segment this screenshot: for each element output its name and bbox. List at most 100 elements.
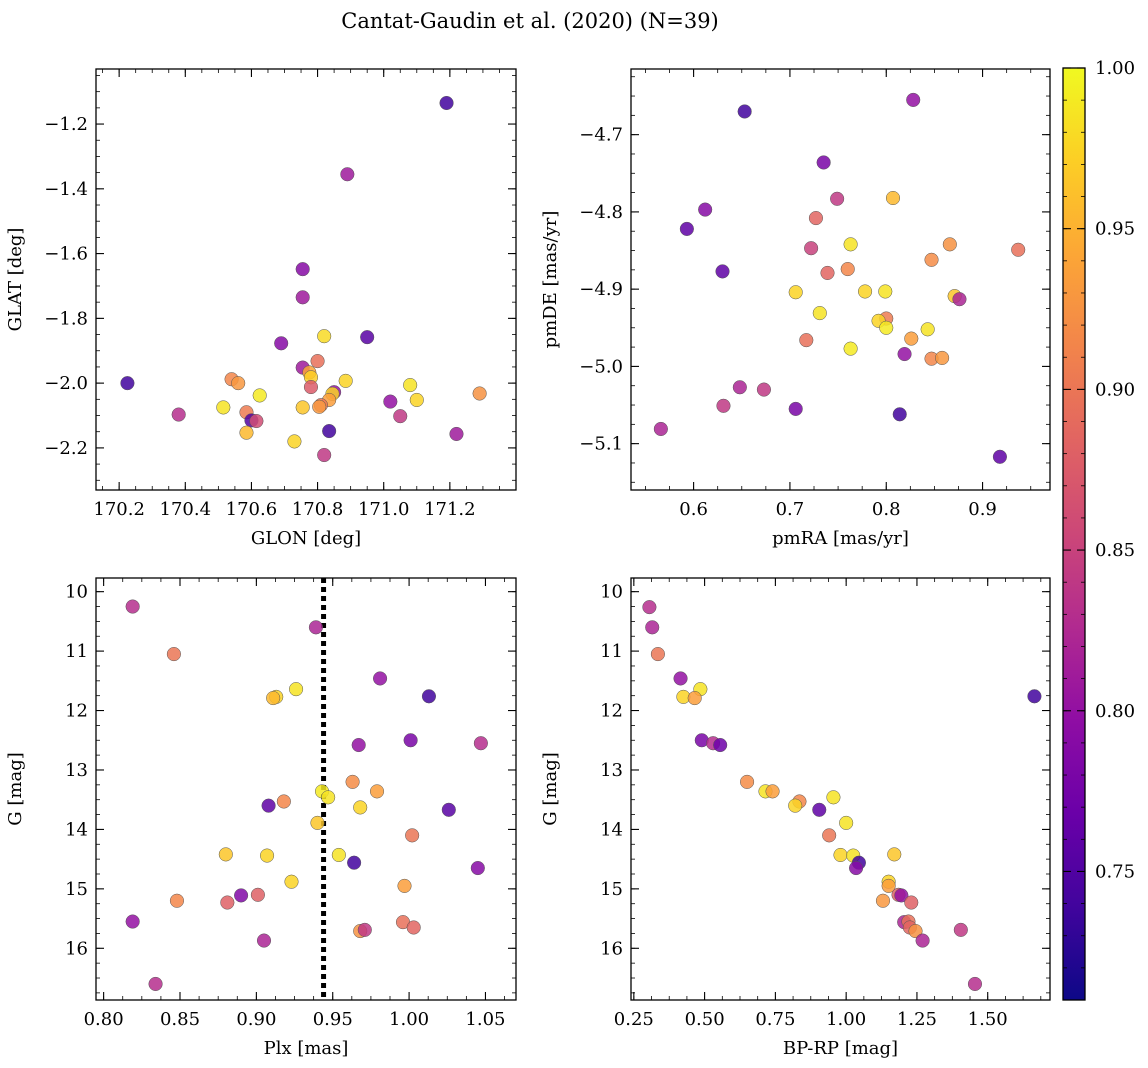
scatter-point: [833, 847, 848, 863]
x-tick-label: 0.95: [313, 1009, 353, 1030]
scatter-point: [393, 409, 408, 424]
y-tick-label: 13: [65, 760, 88, 781]
scatter-point: [303, 379, 319, 395]
scatter-point: [403, 733, 418, 748]
scatter-point: [881, 878, 896, 893]
scatter-point: [266, 691, 281, 706]
colorbar-tick-label: 1.00: [1095, 58, 1135, 79]
scatter-point: [239, 425, 254, 440]
x-tick-label: 0.80: [84, 1009, 124, 1030]
scatter-point: [1027, 689, 1042, 704]
scatter-point: [373, 671, 388, 686]
x-tick-label: 170.8: [292, 499, 344, 520]
x-tick-label: 171.0: [358, 499, 410, 520]
axes-frame: [95, 577, 517, 1001]
y-tick-label: −1.6: [44, 244, 88, 265]
scatter-point: [820, 265, 835, 280]
colorbar-tick-label: 0.95: [1095, 219, 1135, 240]
scatter-point: [673, 671, 688, 686]
scatter-point: [120, 376, 135, 391]
scatter-point: [642, 600, 657, 615]
scatter-point: [256, 933, 272, 948]
scatter-point: [369, 784, 385, 799]
scatter-point: [360, 330, 375, 345]
scatter-point: [403, 378, 418, 393]
scatter-point: [908, 924, 923, 939]
y-tick-label: −1.8: [44, 308, 88, 329]
colorbar: 0.75 0.80 0.85 0.90 0.95 1.00: [1062, 58, 1135, 1001]
scatter-point: [310, 354, 325, 369]
scatter-point: [250, 887, 265, 902]
colorbar-tick-label: 0.85: [1095, 540, 1135, 561]
scatter-point: [249, 413, 264, 429]
y-tick-label: 11: [65, 641, 88, 662]
x-tick-label: 0.50: [685, 1009, 725, 1030]
scatter-point: [915, 933, 930, 948]
scatter-point: [885, 190, 901, 206]
y-tick-label: 12: [600, 701, 623, 722]
scatter-point: [331, 847, 346, 863]
scatter-point: [713, 737, 728, 753]
scatter-point: [849, 861, 864, 876]
y-tick-label: 10: [65, 582, 88, 603]
scatter-point: [472, 386, 487, 401]
y-tick-label: 16: [600, 938, 623, 959]
x-tick-label: 170.6: [226, 499, 278, 520]
scatter-point: [347, 855, 362, 870]
y-tick-label: −1.4: [44, 179, 88, 200]
scatter-point: [645, 620, 660, 635]
scatter-point: [473, 736, 488, 751]
axes-frame: [95, 68, 517, 491]
y-tick-label: 14: [600, 819, 623, 840]
y-tick-label: −1.2: [44, 114, 88, 135]
scatter-panels: 170.2 170.4 170.6 170.8 171.0 171.2 −2.2 −2.0 −1…: [5, 68, 1051, 1059]
scatter-point: [439, 95, 454, 111]
x-tick-label: 0.90: [236, 1009, 276, 1030]
scatter-point: [218, 847, 233, 862]
x-tick-label: 0.6: [679, 499, 708, 520]
scatter-point: [421, 689, 436, 704]
scatter-point: [732, 380, 747, 395]
scatter-point: [822, 828, 837, 843]
y-tick-label: 15: [600, 879, 623, 900]
y-tick-label: −5.0: [579, 356, 623, 377]
scatter-panel-1: 170.2 170.4 170.6 170.8 171.0 171.2 −2.2 −2.0 −1…: [5, 68, 517, 549]
x-tick-label: 1.50: [968, 1009, 1008, 1030]
scatter-point: [409, 392, 424, 408]
x-axis-label: pmRA [mas/yr]: [772, 528, 909, 549]
scatter-panel-4: 0.25 0.50 0.75 1.00 1.25 1.50 10 11 12 13 14 15 16 BP…: [540, 577, 1051, 1059]
scatter-point: [756, 382, 771, 397]
scatter-point: [321, 790, 336, 805]
scatter-point: [894, 888, 909, 903]
scatter-point: [441, 802, 456, 817]
y-tick-label: −4.9: [579, 279, 623, 300]
scatter-panel-3: 0.80 0.85 0.90 0.95 1.00 1.05 10 11 12 13 14 15 16 Pl…: [5, 577, 517, 1059]
scatter-point: [992, 449, 1007, 464]
scatter-point: [826, 790, 841, 805]
colorbar-tick-label: 0.75: [1095, 861, 1135, 882]
x-tick-label: 0.8: [872, 499, 901, 520]
colorbar-tick-label: 0.90: [1095, 379, 1135, 400]
scatter-point: [924, 252, 939, 267]
y-tick-label: 13: [600, 760, 623, 781]
scatter-point: [804, 241, 819, 256]
scatter-point: [897, 346, 912, 362]
scatter-point: [317, 447, 332, 463]
x-tick-label: 1.00: [826, 1009, 866, 1030]
scatter-point: [169, 893, 184, 908]
scatter-point: [904, 331, 919, 346]
scatter-point: [967, 976, 983, 992]
scatter-point: [839, 815, 854, 830]
scatter-point: [357, 922, 372, 937]
y-axis-label: GLAT [deg]: [5, 228, 26, 332]
scatter-point: [816, 155, 831, 170]
scatter-point: [653, 421, 668, 437]
axes-frame: [630, 577, 1051, 1001]
x-axis-label: GLON [deg]: [251, 528, 361, 549]
scatter-point: [740, 774, 755, 789]
scatter-point: [765, 784, 780, 799]
scatter-point: [295, 262, 310, 277]
x-tick-label: 1.00: [389, 1009, 429, 1030]
axes-frame: [630, 68, 1051, 491]
x-tick-label: 171.2: [424, 499, 476, 520]
